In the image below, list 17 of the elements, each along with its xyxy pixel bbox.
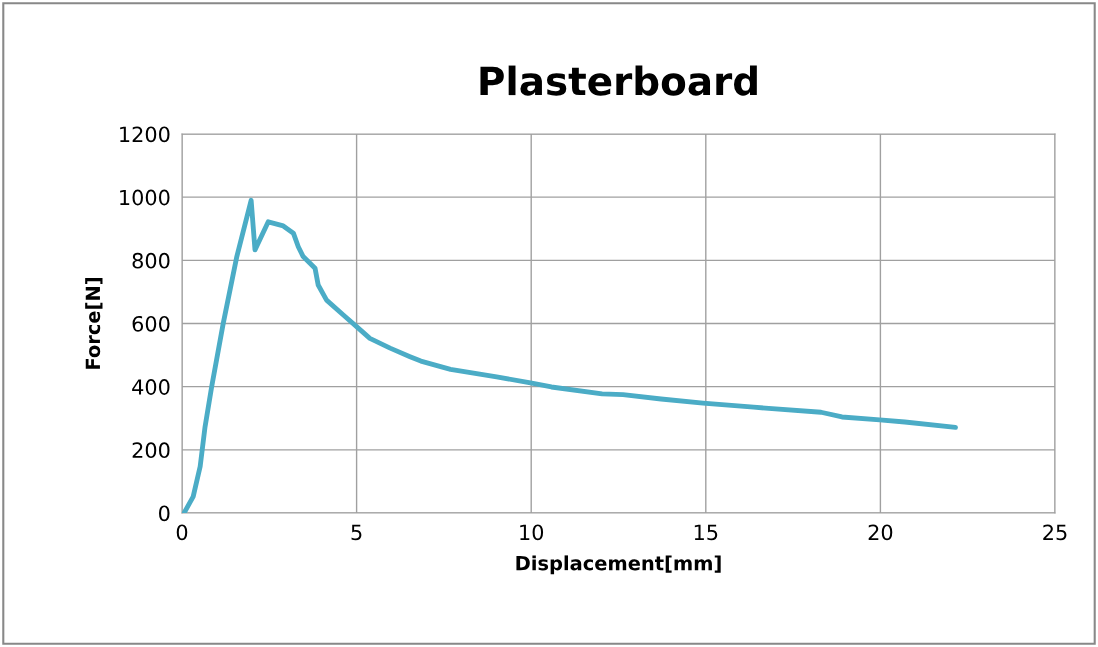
- x-tick-label: 0: [176, 524, 188, 541]
- x-tick-label: 20: [868, 524, 893, 541]
- x-axis-title: Displacement[mm]: [516, 555, 721, 575]
- y-tick-label: 400: [132, 379, 170, 395]
- x-tick-label: 5: [351, 524, 362, 541]
- x-tick-label: 10: [520, 524, 544, 541]
- y-tick-label: 1000: [120, 189, 170, 206]
- y-tick-label: 1200: [120, 126, 170, 143]
- x-tick-label: 15: [694, 524, 718, 541]
- chart-title: Plasterboard: [480, 65, 757, 96]
- y-axis-title: Force[N]: [85, 278, 103, 369]
- y-tick-label: 200: [132, 442, 170, 459]
- y-tick-label: 800: [132, 252, 170, 269]
- y-tick-label: 600: [132, 315, 170, 332]
- line-series: [182, 197, 958, 513]
- x-tick-label: 25: [1043, 524, 1067, 541]
- y-tick-label: 0: [159, 505, 170, 522]
